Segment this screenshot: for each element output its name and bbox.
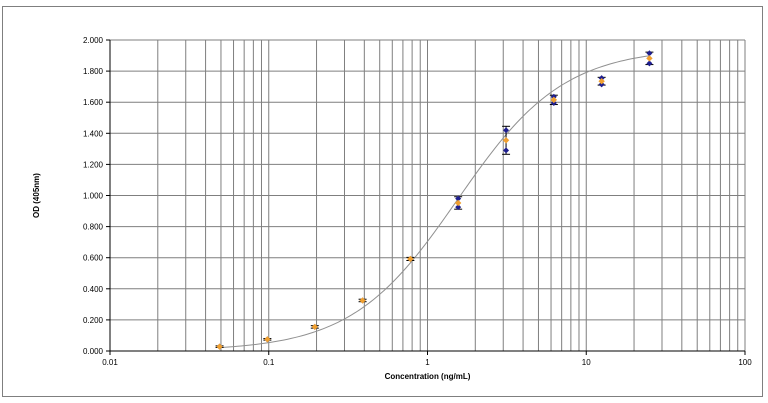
replicate-point: [455, 195, 462, 202]
mean-point: [502, 137, 510, 144]
x-axis-title: Concentration (ng/mL): [385, 372, 471, 381]
replicate-point: [503, 147, 510, 154]
chart-frame: 0.000 0.200 0.400 0.600 0.800 1.000 1.200 1.400…: [2, 6, 763, 397]
x-tick-label: 100: [738, 358, 752, 367]
axis-layer: [106, 39, 746, 355]
replicate-point: [646, 60, 653, 67]
y-tick-label: 1.000: [83, 192, 104, 201]
replicate-point: [503, 127, 510, 134]
mean-point: [216, 343, 223, 350]
y-tick-label: 1.600: [83, 98, 104, 107]
x-tick-label: 10: [582, 358, 591, 367]
y-tick-label: 0.800: [83, 223, 104, 232]
y-tick-label: 0.600: [83, 254, 104, 263]
fit-curve: [219, 55, 650, 349]
mean-point: [646, 55, 653, 62]
mean-point: [359, 297, 366, 304]
x-tick-label: 1: [425, 358, 430, 367]
x-tick-label: 0.1: [263, 358, 275, 367]
mean-point: [454, 199, 462, 207]
y-tick-label: 0.400: [83, 285, 104, 294]
curve-layer: [219, 55, 650, 349]
errorbar-layer: [215, 51, 654, 348]
chart-svg: 0.000 0.200 0.400 0.600 0.800 1.000 1.200 1.400…: [32, 36, 752, 381]
grid-layer: [109, 39, 746, 352]
point-layer: [216, 50, 653, 350]
y-tick-label: 1.800: [83, 67, 104, 76]
mean-point: [407, 255, 414, 263]
y-tick-label: 0.200: [83, 316, 104, 325]
replicate-point: [646, 50, 653, 57]
x-tick-label: 0.01: [102, 358, 118, 367]
label-layer: 0.000 0.200 0.400 0.600 0.800 1.000 1.200 1.400…: [32, 36, 752, 381]
mean-point: [264, 336, 271, 343]
y-tick-label: 1.200: [83, 160, 104, 169]
mean-point: [311, 323, 318, 331]
mean-point: [550, 96, 558, 104]
y-tick-label: 0.000: [83, 347, 104, 356]
y-axis-title: OD (405nm): [32, 173, 41, 218]
replicate-point: [455, 204, 462, 211]
y-tick-label: 2.000: [83, 36, 104, 45]
y-tick-label: 1.400: [83, 129, 104, 138]
mean-point: [598, 78, 605, 85]
